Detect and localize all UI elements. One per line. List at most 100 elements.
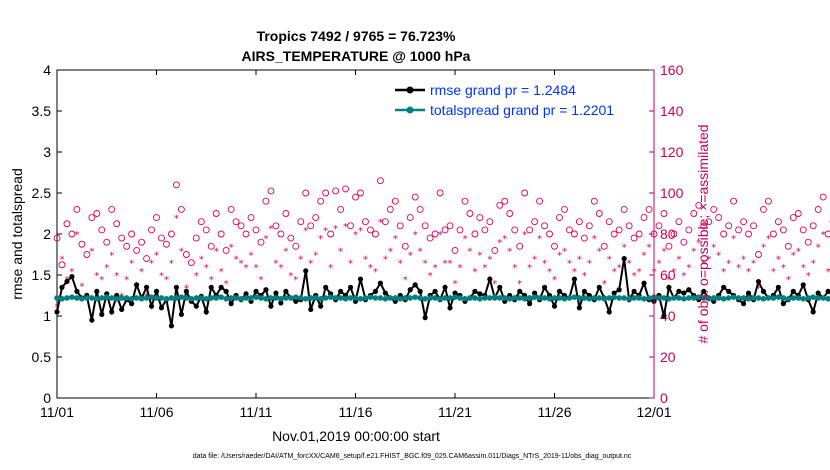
obs-assimilated-point: *: [736, 263, 741, 274]
rmse-point: [726, 288, 732, 294]
rmse-point: [775, 284, 781, 290]
rmse-point: [815, 290, 821, 296]
totalspread-point: [208, 295, 215, 301]
obs-assimilated-point: *: [811, 259, 816, 270]
obs-assimilated-point: *: [398, 259, 403, 270]
obs-possible-point: [153, 214, 160, 222]
rmse-point: [303, 268, 309, 274]
obs-assimilated-point: *: [741, 255, 746, 266]
rmse-point: [576, 305, 582, 311]
totalspread-point: [312, 295, 319, 301]
obs-assimilated-point: *: [492, 279, 497, 290]
totalspread-point: [302, 295, 309, 302]
obs-possible-point: [481, 226, 489, 234]
rmse-point: [487, 276, 493, 282]
totalspread-point: [745, 295, 752, 302]
totalspread-point: [755, 295, 762, 301]
totalspread-point: [531, 294, 538, 300]
obs-assimilated-point: *: [298, 255, 303, 266]
obs-assimilated-point: *: [199, 255, 204, 266]
rmse-point: [452, 290, 458, 296]
totalspread-point: [601, 295, 608, 302]
obs-possible-point: [725, 222, 733, 230]
obs-possible-point: [352, 193, 359, 201]
x-tick-label: 11/26: [538, 404, 572, 420]
obs-possible-point: [804, 238, 812, 246]
obs-possible-point: [436, 189, 444, 197]
obs-possible-point: [789, 214, 797, 222]
y-tick-left-label: 4: [43, 62, 51, 78]
totalspread-point: [337, 295, 344, 301]
rmse-point: [556, 288, 563, 294]
obs-possible-point: [715, 214, 723, 222]
obs-assimilated-point: *: [293, 275, 298, 286]
rmse-point: [621, 256, 627, 262]
totalspread-point: [238, 295, 244, 302]
rmse-point: [447, 305, 453, 311]
x-tick-label: 11/16: [339, 404, 373, 420]
obs-possible-point: [257, 238, 265, 246]
obs-possible-point: [466, 210, 474, 217]
totalspread-point: [293, 294, 299, 300]
totalspread-point: [407, 295, 414, 301]
totalspread-point: [327, 294, 334, 300]
totalspread-point: [54, 295, 60, 301]
rmse-point: [109, 309, 115, 315]
obs-assimilated-point: *: [497, 238, 502, 249]
obs-assimilated-point: *: [552, 275, 557, 286]
totalspread-point: [447, 295, 453, 301]
rmse-point: [74, 288, 80, 294]
totalspread-point: [666, 295, 672, 302]
obs-assimilated-point: *: [681, 271, 686, 282]
obs-assimilated-point: *: [602, 279, 607, 290]
obs-assimilated-point: *: [263, 234, 268, 245]
obs-possible-point: [232, 218, 240, 226]
obs-assimilated-point: *: [482, 263, 487, 274]
totalspread-point: [392, 295, 399, 301]
obs-possible-point: [491, 246, 499, 254]
totalspread-point: [123, 295, 130, 301]
rmse-point: [686, 287, 692, 293]
totalspread-point: [278, 295, 284, 302]
obs-assimilated-point: *: [696, 238, 701, 249]
obs-possible-point: [242, 230, 250, 238]
obs-assimilated-point: *: [353, 230, 358, 241]
obs-possible-point: [451, 246, 459, 254]
obs-assimilated-point: *: [94, 271, 99, 282]
obs-assimilated-point: *: [423, 259, 428, 270]
totalspread-point: [631, 295, 637, 301]
rmse-point: [571, 276, 578, 282]
obs-assimilated-point: *: [69, 267, 74, 278]
obs-possible-point: [561, 205, 568, 213]
obs-possible-point: [794, 210, 802, 217]
obs-possible-point: [332, 187, 340, 195]
obs-possible-point: [551, 242, 558, 250]
obs-possible-point: [68, 230, 76, 238]
y-tick-left-label: 1: [43, 308, 51, 324]
obs-assimilated-point: *: [796, 246, 801, 257]
y-tick-right-label: 60: [660, 267, 676, 283]
obs-possible-point: [595, 210, 603, 217]
totalspread-point: [397, 295, 404, 302]
obs-assimilated-point: *: [313, 251, 318, 262]
obs-assimilated-point: *: [303, 226, 308, 237]
rmse-point: [158, 305, 165, 311]
totalspread-point: [253, 294, 259, 300]
obs-assimilated-point: *: [333, 224, 338, 235]
rmse-point: [541, 284, 548, 290]
obs-assimilated-point: *: [373, 267, 378, 278]
obs-possible-point: [740, 218, 747, 226]
totalspread-point: [138, 295, 145, 302]
obs-possible-point: [98, 226, 106, 234]
totalspread-point: [342, 295, 349, 302]
obs-assimilated-point: *: [527, 263, 532, 274]
obs-possible-point: [396, 222, 404, 230]
obs-possible-point: [357, 189, 364, 197]
obs-assimilated-point: *: [472, 267, 477, 278]
obs-possible-point: [710, 205, 718, 213]
rmse-point: [372, 288, 378, 294]
obs-assimilated-point: *: [204, 263, 209, 274]
obs-assimilated-point: *: [139, 267, 144, 278]
obs-possible-point: [197, 218, 205, 226]
plot-area: [56, 69, 655, 399]
